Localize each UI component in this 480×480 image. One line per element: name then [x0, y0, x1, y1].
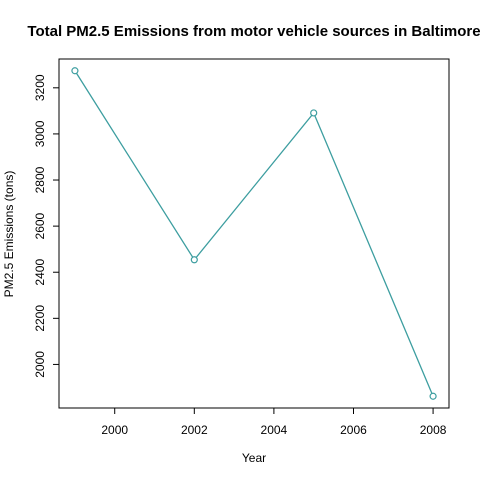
- x-tick-label: 2000: [101, 423, 128, 437]
- y-tick-label: 2400: [33, 259, 47, 286]
- y-axis: 2000 2200 2400 2600 2800 3000 3200: [33, 74, 59, 378]
- data-point: [429, 392, 437, 400]
- data-point: [190, 256, 198, 264]
- plot-frame: [58, 58, 450, 409]
- chart-title: Total PM2.5 Emissions from motor vehicle…: [27, 23, 480, 40]
- x-tick-label: 2008: [420, 423, 447, 437]
- series-line: [74, 70, 434, 397]
- y-tick-label: 3000: [33, 120, 47, 147]
- y-tick-label: 2600: [33, 212, 47, 239]
- y-axis-label: PM2.5 Emissions (tons): [2, 171, 16, 298]
- y-tick-label: 3200: [33, 74, 47, 101]
- y-tick-label: 2200: [33, 305, 47, 332]
- x-axis: 2000 2002 2004 2006 2008: [101, 408, 447, 437]
- y-tick-label: 2800: [33, 166, 47, 193]
- x-tick-label: 2006: [340, 423, 367, 437]
- data-point: [71, 67, 79, 75]
- x-tick-label: 2002: [181, 423, 208, 437]
- x-tick-label: 2004: [261, 423, 288, 437]
- x-axis-label: Year: [242, 451, 266, 465]
- y-tick-label: 2000: [33, 351, 47, 378]
- data-points: [71, 67, 437, 400]
- data-point: [310, 109, 318, 117]
